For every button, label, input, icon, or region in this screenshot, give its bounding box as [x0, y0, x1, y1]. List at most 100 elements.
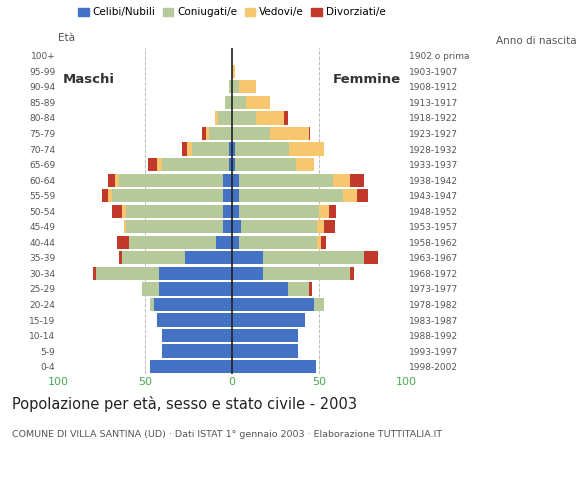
Bar [159, 267, 232, 280]
Bar [239, 236, 317, 249]
Bar [232, 158, 235, 171]
Bar [350, 173, 364, 187]
Bar [150, 298, 154, 311]
Legend: Celibi/Nubili, Coniugati/e, Vedovi/e, Divorziati/e: Celibi/Nubili, Coniugati/e, Vedovi/e, Di… [74, 3, 390, 22]
Bar [93, 267, 96, 280]
Bar [263, 267, 350, 280]
Bar [119, 251, 122, 264]
Bar [122, 251, 185, 264]
Bar [232, 220, 241, 233]
Bar [223, 204, 232, 218]
Bar [317, 236, 321, 249]
Bar [232, 173, 239, 187]
Bar [232, 127, 270, 140]
Bar [218, 111, 232, 124]
Text: COMUNE DI VILLA SANTINA (UD) · Dati ISTAT 1° gennaio 2003 · Elaborazione TUTTITA: COMUNE DI VILLA SANTINA (UD) · Dati ISTA… [12, 430, 442, 439]
Bar [223, 220, 232, 233]
Bar [229, 158, 232, 171]
Bar [229, 80, 232, 94]
Bar [119, 173, 223, 187]
Bar [216, 236, 232, 249]
Bar [324, 220, 335, 233]
Text: Età: Età [58, 33, 75, 43]
Bar [223, 173, 232, 187]
Bar [129, 236, 216, 249]
Bar [117, 236, 129, 249]
Text: Femmine: Femmine [333, 72, 401, 85]
Bar [350, 267, 354, 280]
Bar [317, 220, 324, 233]
Bar [329, 204, 336, 218]
Bar [187, 143, 192, 156]
Bar [321, 236, 326, 249]
Text: Popolazione per età, sesso e stato civile - 2003: Popolazione per età, sesso e stato civil… [12, 396, 357, 412]
Bar [232, 65, 235, 78]
Bar [162, 345, 232, 358]
Bar [239, 189, 343, 202]
Bar [235, 143, 289, 156]
Bar [239, 204, 319, 218]
Bar [319, 204, 329, 218]
Bar [232, 236, 239, 249]
Bar [202, 127, 206, 140]
Bar [192, 143, 229, 156]
Bar [126, 204, 223, 218]
Bar [102, 189, 108, 202]
Bar [157, 158, 162, 171]
Bar [232, 267, 263, 280]
Bar [232, 345, 298, 358]
Bar [270, 127, 309, 140]
Bar [157, 313, 232, 326]
Bar [343, 189, 357, 202]
Bar [284, 111, 288, 124]
Bar [112, 189, 223, 202]
Bar [235, 158, 296, 171]
Bar [206, 127, 209, 140]
Bar [159, 282, 232, 296]
Bar [246, 96, 270, 109]
Bar [232, 360, 316, 373]
Text: Maschi: Maschi [63, 72, 115, 85]
Bar [232, 111, 256, 124]
Bar [232, 204, 239, 218]
Bar [364, 251, 378, 264]
Bar [162, 158, 229, 171]
Bar [115, 173, 119, 187]
Bar [225, 96, 232, 109]
Bar [241, 220, 317, 233]
Bar [309, 127, 310, 140]
Bar [150, 360, 232, 373]
Bar [96, 267, 159, 280]
Bar [232, 143, 235, 156]
Bar [232, 251, 263, 264]
Bar [124, 220, 126, 233]
Bar [232, 329, 298, 342]
Bar [112, 204, 122, 218]
Bar [357, 189, 368, 202]
Bar [314, 298, 324, 311]
Bar [232, 80, 239, 94]
Bar [142, 282, 159, 296]
Bar [288, 282, 309, 296]
Bar [263, 251, 364, 264]
Bar [239, 80, 256, 94]
Bar [108, 173, 115, 187]
Bar [232, 189, 239, 202]
Bar [185, 251, 232, 264]
Bar [126, 220, 223, 233]
Bar [215, 111, 218, 124]
Bar [232, 282, 288, 296]
Bar [122, 204, 126, 218]
Bar [256, 111, 284, 124]
Bar [232, 96, 246, 109]
Bar [232, 313, 305, 326]
Bar [182, 143, 187, 156]
Bar [296, 158, 314, 171]
Bar [333, 173, 350, 187]
Bar [239, 173, 333, 187]
Text: Anno di nascita: Anno di nascita [496, 36, 577, 46]
Bar [154, 298, 232, 311]
Bar [148, 158, 157, 171]
Bar [309, 282, 312, 296]
Bar [223, 189, 232, 202]
